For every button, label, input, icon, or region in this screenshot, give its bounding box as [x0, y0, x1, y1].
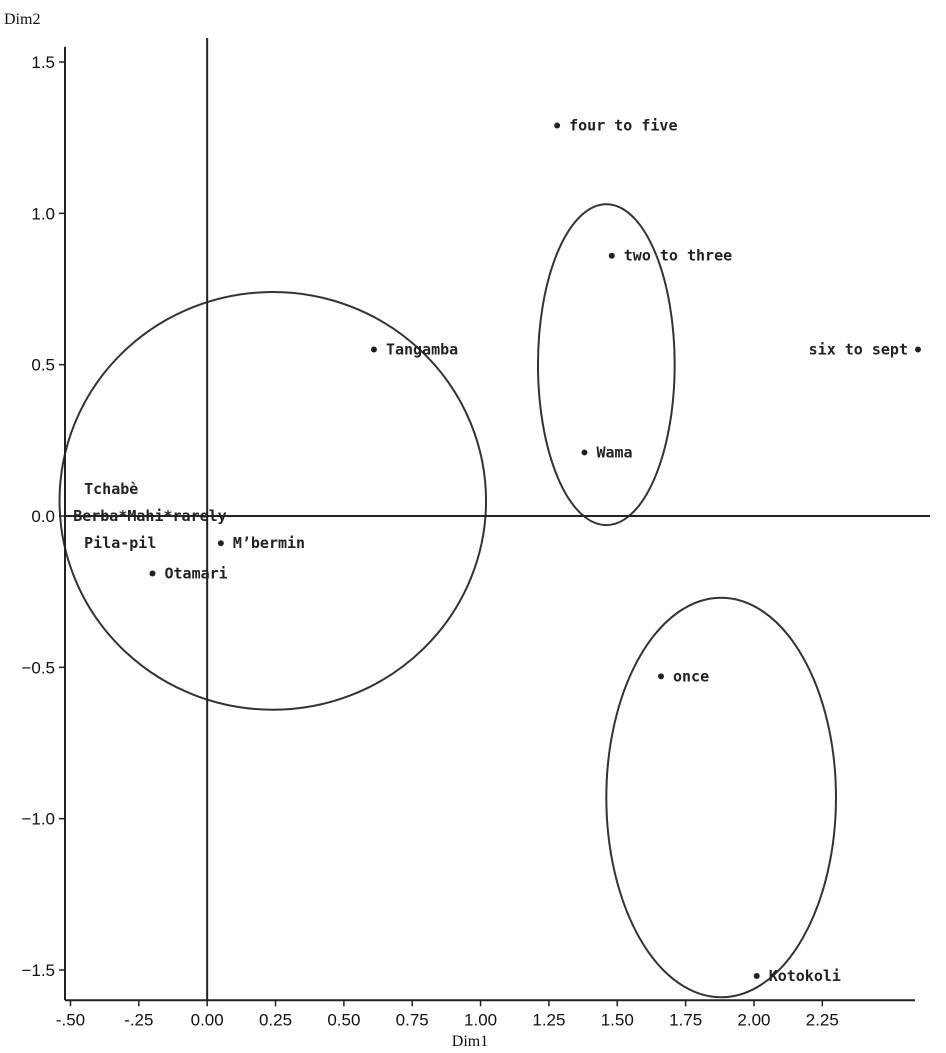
data-point-marker	[217, 540, 224, 547]
data-point-label: four to five	[569, 117, 677, 135]
y-tick-label: −0.5	[21, 658, 55, 677]
x-tick-label: 1.00	[464, 1010, 497, 1029]
data-point-label: Berba*Mahi*rarely	[73, 507, 227, 525]
x-tick-label: 0.00	[191, 1010, 224, 1029]
x-tick-label: 1.50	[601, 1010, 634, 1029]
x-tick-label: 0.75	[396, 1010, 429, 1029]
y-axis-title: Dim2	[4, 11, 40, 28]
data-points: four to five two to three Tangamba six to s…	[73, 117, 921, 985]
x-tick-label: -.25	[124, 1010, 153, 1029]
data-point-label: two to three	[624, 247, 732, 265]
x-tick-label: 0.25	[259, 1010, 292, 1029]
tick-labels: -.50 -.25 0.00 0.25 0.50 0.75 1.00 1.25 1.50 1.75…	[21, 53, 838, 1029]
data-point-marker	[149, 570, 156, 577]
x-tick-label: -.50	[56, 1010, 85, 1029]
data-point-marker	[608, 252, 615, 259]
y-tick-label: 1.0	[31, 204, 55, 223]
group-ellipses	[58, 203, 837, 999]
data-point-marker	[554, 122, 561, 129]
data-point-marker	[581, 449, 588, 456]
y-tick-label: 1.5	[31, 53, 55, 72]
data-point-label: six to sept	[809, 341, 908, 359]
data-point-label: M’bermin	[233, 534, 305, 552]
data-point-label: Kotokoli	[769, 967, 841, 985]
data-point-marker	[370, 346, 377, 353]
data-point-marker	[915, 346, 921, 353]
y-tick-label: −1.0	[21, 810, 55, 829]
data-point-marker	[658, 673, 665, 680]
y-tick-label: −1.5	[21, 961, 55, 980]
group-ellipse	[536, 203, 676, 527]
data-point-label: Tangamba	[386, 341, 458, 359]
y-tick-label: 0.0	[31, 507, 55, 526]
data-point-label: Otamari	[164, 565, 227, 583]
group-ellipse	[58, 291, 488, 711]
data-point-marker	[753, 973, 760, 980]
x-axis-title: Dim1	[452, 1033, 488, 1050]
x-tick-label: 2.00	[737, 1010, 770, 1029]
data-point-label: Tchabè	[84, 480, 138, 498]
x-tick-label: 1.25	[532, 1010, 565, 1029]
data-point-label: Pila-pil	[84, 534, 156, 552]
x-tick-label: 1.75	[669, 1010, 702, 1029]
data-point-label: once	[673, 667, 709, 685]
y-tick-label: 0.5	[31, 356, 55, 375]
data-point-label: Wama	[596, 443, 632, 461]
x-tick-label: 0.50	[327, 1010, 360, 1029]
x-tick-label: 2.25	[806, 1010, 839, 1029]
group-ellipse	[605, 596, 837, 999]
